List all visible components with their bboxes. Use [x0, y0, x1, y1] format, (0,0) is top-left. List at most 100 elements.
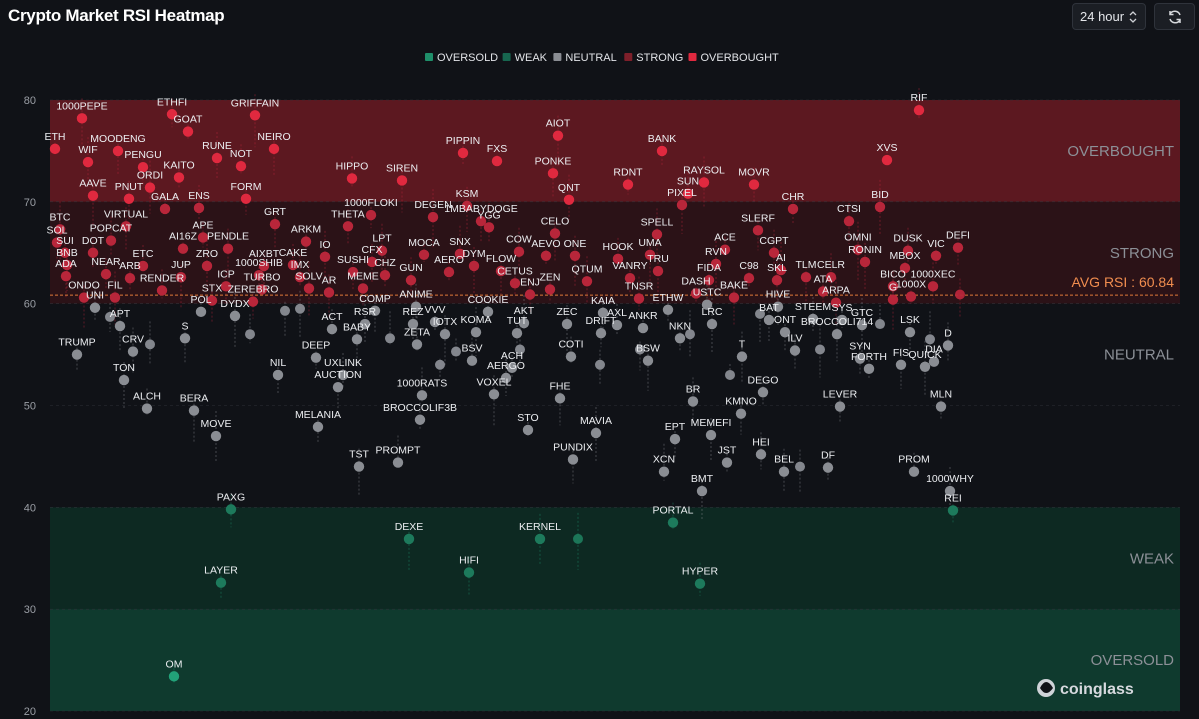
coin-point-cow[interactable] — [513, 246, 525, 257]
coin-point-koma[interactable] — [470, 326, 482, 338]
coin-point-bnb[interactable] — [61, 259, 73, 271]
coin-point[interactable] — [105, 311, 115, 322]
coin-point-lsk[interactable] — [904, 326, 916, 338]
coin-point-chz[interactable] — [379, 269, 391, 281]
coin-point-bake[interactable] — [728, 292, 740, 303]
coin-point-broccolif3b[interactable] — [414, 414, 426, 425]
coin-point-slerf[interactable] — [752, 225, 764, 236]
coin-point-solv[interactable] — [303, 283, 315, 294]
coin-point[interactable] — [435, 359, 445, 370]
coin-point-1000floki[interactable] — [365, 209, 377, 221]
coin-point-sushi[interactable] — [347, 266, 359, 278]
coin-point-melania[interactable] — [312, 421, 324, 433]
coin-point-kmno[interactable] — [735, 408, 747, 419]
legend-item-neutral[interactable]: NEUTRAL — [553, 52, 617, 64]
coin-point-ata[interactable] — [817, 286, 829, 297]
coin-point-bera[interactable] — [188, 405, 200, 416]
coin-point-mbox[interactable] — [899, 262, 911, 274]
coin-point-not[interactable] — [235, 160, 247, 172]
coin-point-nil[interactable] — [272, 369, 284, 381]
coin-point-move[interactable] — [210, 430, 222, 442]
coin-point-deep[interactable] — [310, 352, 322, 363]
coin-point-c98[interactable] — [743, 273, 755, 284]
coin-point[interactable] — [795, 461, 805, 472]
coin-point-act[interactable] — [326, 323, 338, 335]
coin-point-hifi[interactable] — [463, 567, 475, 578]
coin-point-moca[interactable] — [418, 249, 430, 260]
legend-item-strong[interactable]: STRONG — [624, 52, 683, 64]
coin-point-icp[interactable] — [220, 281, 232, 292]
coin-point-hei[interactable] — [755, 449, 767, 460]
legend-item-overbought[interactable]: OVERBOUGHT — [688, 52, 780, 64]
coin-point-hive[interactable] — [772, 301, 784, 312]
coin-point-ai[interactable] — [775, 264, 787, 276]
coin-point-ai16z[interactable] — [177, 243, 189, 254]
coin-point-alch[interactable] — [141, 403, 153, 414]
coin-point-dot[interactable] — [87, 247, 99, 258]
coin-point-pengu[interactable] — [137, 162, 149, 173]
coin-point-xvs[interactable] — [881, 154, 893, 166]
coin-point-theta[interactable] — [342, 221, 354, 232]
coin-point-cookie[interactable] — [482, 306, 494, 318]
coin-point-1000rats[interactable] — [416, 390, 428, 401]
coin-point-render[interactable] — [156, 285, 168, 296]
coin-point[interactable] — [755, 308, 765, 319]
coin-point-sun[interactable] — [682, 188, 694, 199]
coin-point-cake[interactable] — [287, 259, 299, 271]
coin-point-zeta[interactable] — [411, 339, 423, 350]
coin-point-jup[interactable] — [175, 271, 187, 283]
coin-point-gala[interactable] — [159, 203, 171, 215]
coin-point-1000why[interactable] — [944, 485, 956, 497]
coin-point-form[interactable] — [240, 193, 252, 204]
coin-point-rez[interactable] — [407, 318, 419, 330]
coin-point-tst[interactable] — [353, 461, 365, 472]
coin-point-griffain[interactable] — [249, 110, 261, 121]
coin-point-one[interactable] — [569, 250, 581, 262]
coin-point-dego[interactable] — [757, 387, 769, 398]
coin-point[interactable] — [280, 305, 290, 316]
coin-point-rvn[interactable] — [710, 258, 722, 270]
coin-point-gun[interactable] — [405, 275, 417, 286]
coin-point-auction[interactable] — [332, 381, 344, 393]
coin-point-defi[interactable] — [952, 242, 964, 253]
coin-point-iotx[interactable] — [439, 329, 451, 340]
coin-point-ton[interactable] — [118, 374, 130, 386]
coin-point[interactable] — [385, 333, 395, 344]
coin-point-ethfi[interactable] — [166, 109, 178, 120]
coin-point-uni[interactable] — [89, 302, 101, 313]
coin-point-dym[interactable] — [468, 260, 480, 272]
coin-point-prompt[interactable] — [392, 457, 404, 468]
coin-point-qnt[interactable] — [563, 194, 575, 205]
coin-point-tut[interactable] — [511, 327, 523, 339]
coin-point[interactable] — [635, 344, 645, 355]
coin-point-bico[interactable] — [887, 281, 899, 292]
coin-point-g[interactable] — [887, 294, 899, 305]
coin-point-axl[interactable] — [611, 319, 623, 331]
coin-point-tlm[interactable] — [800, 271, 812, 283]
coin-point[interactable] — [955, 289, 965, 300]
coin-point-arkm[interactable] — [300, 236, 312, 247]
coin-point[interactable] — [145, 339, 155, 350]
coin-point-crv[interactable] — [127, 346, 139, 357]
coin-point-df[interactable] — [822, 462, 834, 473]
coin-point-popcat[interactable] — [105, 235, 117, 246]
coin-point-omni[interactable] — [852, 244, 864, 255]
period-select[interactable]: 24 hour — [1072, 3, 1146, 30]
coin-point-wif[interactable] — [82, 156, 94, 168]
coin-point-near[interactable] — [100, 268, 112, 280]
coin-point-layer[interactable] — [215, 577, 227, 588]
coin-point-lrc[interactable] — [706, 318, 718, 330]
coin-point-bmt[interactable] — [696, 485, 708, 497]
coin-point-fxs[interactable] — [491, 155, 503, 167]
coin-point-ept[interactable] — [669, 433, 681, 445]
coin-point[interactable] — [295, 303, 305, 314]
coin-point-ace[interactable] — [719, 244, 731, 255]
coin-point-ada[interactable] — [60, 270, 72, 282]
coin-point-gtc[interactable] — [856, 319, 868, 331]
coin-point-quick[interactable] — [919, 361, 931, 373]
coin-point-ach[interactable] — [506, 362, 518, 374]
coin-point-moodeng[interactable] — [112, 145, 124, 157]
coin-point-fis[interactable] — [895, 359, 907, 370]
coin-point-memefi[interactable] — [705, 429, 717, 441]
coin-point[interactable] — [595, 359, 605, 370]
